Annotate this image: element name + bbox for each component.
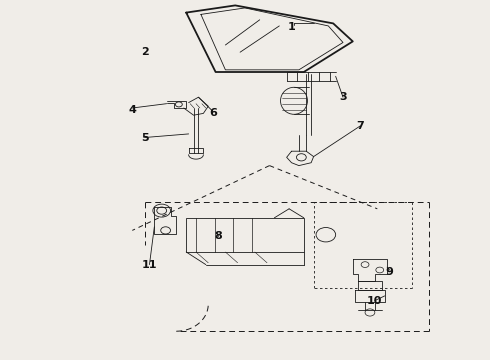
Text: 3: 3 xyxy=(339,92,347,102)
Text: 4: 4 xyxy=(128,105,136,115)
Text: 11: 11 xyxy=(142,260,157,270)
Text: 6: 6 xyxy=(209,108,217,118)
Text: 1: 1 xyxy=(288,22,295,32)
Bar xyxy=(186,218,304,252)
Text: 10: 10 xyxy=(367,296,383,306)
Text: 8: 8 xyxy=(214,231,222,241)
Text: 5: 5 xyxy=(141,132,148,143)
Text: 7: 7 xyxy=(356,121,364,131)
Text: 9: 9 xyxy=(386,267,393,277)
Text: 2: 2 xyxy=(141,47,148,57)
